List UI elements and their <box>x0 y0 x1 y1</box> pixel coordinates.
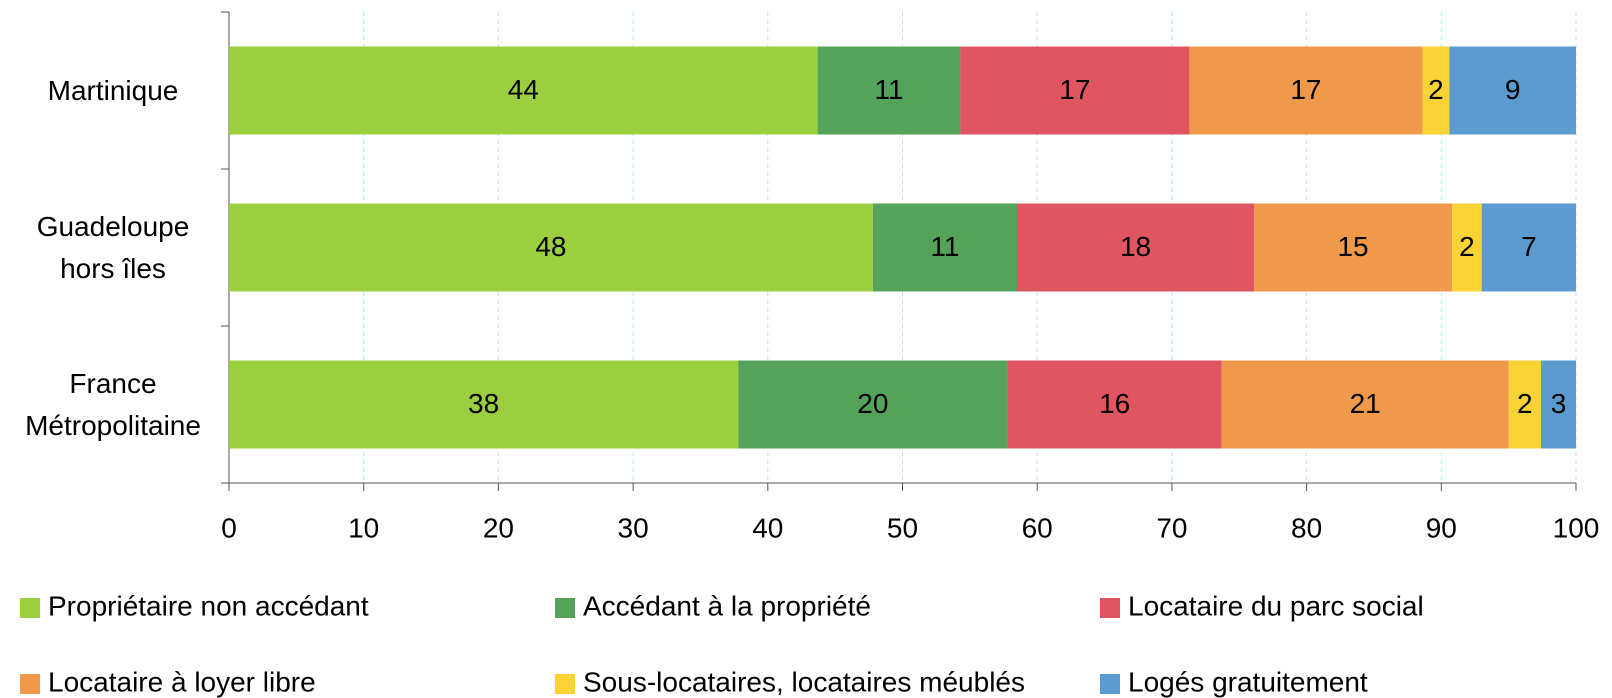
data-label: 11 <box>930 231 959 262</box>
data-label: 9 <box>1505 74 1521 105</box>
data-label: 2 <box>1459 231 1475 262</box>
bar-segment <box>738 360 1008 449</box>
data-label: 17 <box>1059 74 1090 105</box>
data-label: 2 <box>1517 388 1533 419</box>
bar-segment <box>960 46 1190 135</box>
x-tick-label: 40 <box>752 512 783 543</box>
legend-swatch <box>1100 674 1120 694</box>
bar-segment <box>1007 360 1222 449</box>
bar-segment <box>1422 46 1450 135</box>
x-tick-label: 10 <box>348 512 379 543</box>
bar-segment <box>1189 46 1423 135</box>
data-label: 17 <box>1290 74 1321 105</box>
legend-label: Propriétaire non accédant <box>48 590 369 621</box>
bar-segment <box>229 203 873 292</box>
data-label: 11 <box>874 74 903 105</box>
bar-segment <box>1449 46 1576 135</box>
x-tick-label: 100 <box>1553 512 1600 543</box>
x-tick-label: 70 <box>1156 512 1187 543</box>
data-label: 3 <box>1551 388 1567 419</box>
data-label: 21 <box>1350 388 1381 419</box>
x-tick-label: 0 <box>221 512 237 543</box>
bar-segment <box>1540 360 1576 449</box>
legend-swatch <box>20 598 40 618</box>
data-label: 44 <box>508 74 539 105</box>
y-tick-label: France Métropolitaine <box>25 367 201 441</box>
data-label: 15 <box>1337 231 1368 262</box>
data-label: 16 <box>1099 388 1130 419</box>
bar-segment <box>1508 360 1541 449</box>
legend-label: Accédant à la propriété <box>583 590 871 621</box>
legend-label: Sous-locataires, locataires méublés <box>583 666 1025 697</box>
legend-swatch <box>1100 598 1120 618</box>
data-label: 48 <box>535 231 566 262</box>
y-tick-label: Martinique <box>47 74 179 106</box>
legend-swatch <box>20 674 40 694</box>
x-tick-label: 20 <box>483 512 514 543</box>
x-tick-label: 90 <box>1426 512 1457 543</box>
x-tick-label: 30 <box>618 512 649 543</box>
legend-label: Locataire du parc social <box>1128 590 1424 621</box>
x-tick-label: 50 <box>887 512 918 543</box>
bar-segment <box>1481 203 1576 292</box>
legend-label: Locataire à loyer libre <box>48 666 316 697</box>
bar-segment <box>1221 360 1509 449</box>
bar-segment <box>1254 203 1453 292</box>
legend-swatch <box>555 598 575 618</box>
legend-label: Logés gratuitement <box>1128 666 1368 697</box>
bar-segment <box>229 46 818 135</box>
bar-segment <box>817 46 961 135</box>
bar-segment <box>1452 203 1482 292</box>
legend-swatch <box>555 674 575 694</box>
bar-segment <box>1016 203 1255 292</box>
bar-segment <box>229 360 739 449</box>
data-label: 18 <box>1120 231 1151 262</box>
data-label: 7 <box>1521 231 1537 262</box>
data-label: 20 <box>857 388 888 419</box>
data-label: 2 <box>1428 74 1444 105</box>
data-label: 38 <box>468 388 499 419</box>
x-tick-label: 60 <box>1022 512 1053 543</box>
bar-segment <box>872 203 1017 292</box>
x-tick-label: 80 <box>1291 512 1322 543</box>
y-tick-label: Guadeloupe hors îles <box>36 210 190 284</box>
